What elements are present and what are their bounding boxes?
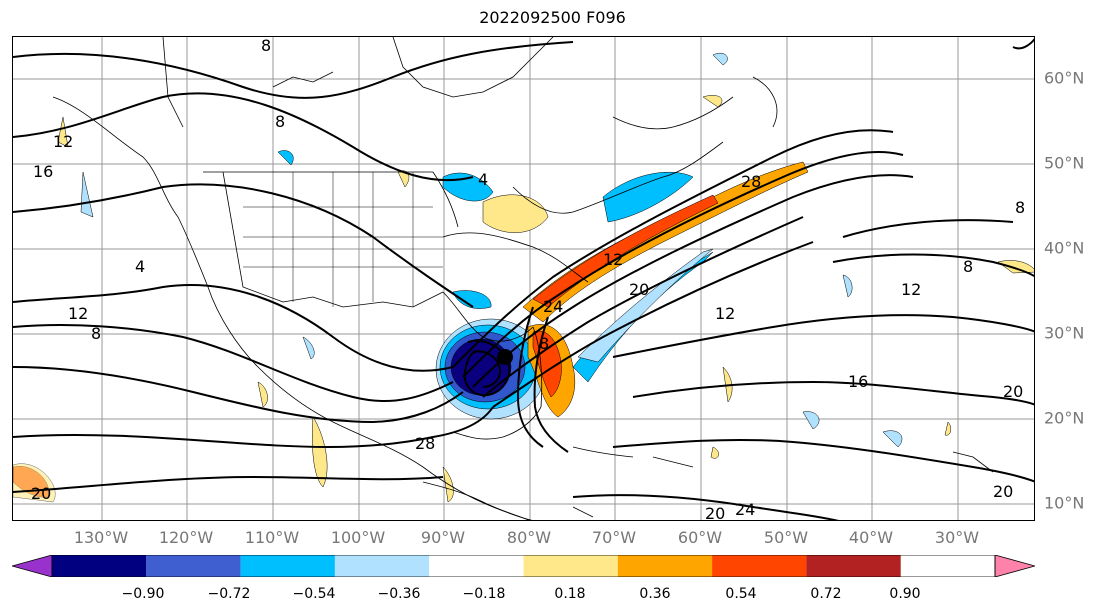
contour-label: 12 (901, 280, 921, 299)
contour-label: 20 (629, 280, 649, 299)
contour-label: 28 (741, 172, 761, 191)
contour-label: 12 (603, 250, 623, 269)
lat-label: 60°N (1044, 68, 1085, 88)
contour-label: 24 (735, 500, 755, 519)
contour-label: 4 (478, 170, 488, 189)
contour-label: 8 (963, 257, 973, 276)
contour-label: 12 (715, 304, 735, 323)
contour-label: 8 (275, 112, 285, 131)
lon-label: 90°W (420, 528, 466, 547)
anomaly-fills (13, 52, 1034, 503)
contour-label: 4 (135, 257, 145, 276)
map-svg: 8 8 16 12 4 12 8 4 24 12 20 28 12 8 12 1… (13, 37, 1034, 521)
hurricane-marker-icon (497, 349, 513, 365)
colorbar-tick-label: −0.36 (377, 586, 421, 602)
contour-label: 12 (68, 304, 88, 323)
lon-label: 40°W (848, 528, 894, 547)
contour-label: 16 (33, 162, 53, 181)
lon-label: 100°W (330, 528, 386, 547)
chart-title: 2022092500 F096 (479, 8, 626, 27)
colorbar-tick-label: 0.36 (639, 586, 671, 602)
colorbar-segment (806, 555, 901, 577)
lon-label: 60°W (677, 528, 723, 547)
contour-labels: 8 8 16 12 4 12 8 4 24 12 20 28 12 8 12 1… (31, 37, 1025, 521)
contours (13, 38, 1034, 520)
colorbar-tick-label: −0.72 (207, 586, 251, 602)
lon-label: 30°W (934, 528, 980, 547)
colorbar-segment (429, 555, 524, 577)
lon-label: 110°W (244, 528, 300, 547)
colorbar-segment (52, 555, 147, 577)
colorbar-segment (712, 555, 807, 577)
lon-label: 80°W (506, 528, 552, 547)
graticule (13, 37, 1034, 520)
lon-label: 120°W (158, 528, 214, 547)
colorbar-segment (617, 555, 713, 577)
contour-label: 20 (1003, 382, 1023, 401)
contour-label: 8 (539, 334, 549, 353)
contour-label: 20 (31, 484, 51, 503)
colorbar-segment (146, 555, 241, 577)
contour-label: 20 (993, 482, 1013, 501)
contour-label: 12 (53, 132, 73, 151)
contour-label: 16 (848, 372, 868, 391)
colorbar-min-extension (12, 555, 53, 577)
contour-label: 8 (1015, 198, 1025, 217)
lat-label: 40°N (1044, 238, 1085, 258)
colorbar-tick-label: 0.72 (810, 586, 842, 602)
lon-label: 70°W (591, 528, 637, 547)
colorbar-tick-label: −0.90 (121, 586, 165, 602)
contour-label: 24 (543, 297, 563, 316)
contour-label: 8 (261, 37, 271, 55)
lat-label: 50°N (1044, 153, 1085, 173)
contour-label: 20 (705, 504, 725, 521)
colorbar-tick-label: 0.54 (725, 586, 757, 602)
colorbar-segment (334, 555, 430, 577)
lon-label: 130°W (73, 528, 129, 547)
colorbar-tick-label: 0.90 (889, 586, 921, 602)
lat-label: 10°N (1044, 493, 1085, 513)
contour-label: 8 (91, 324, 101, 343)
contour-label: 28 (415, 434, 435, 453)
colorbar-segment (240, 555, 335, 577)
lat-label: 20°N (1044, 408, 1085, 428)
colorbar-tick-label: −0.18 (462, 586, 506, 602)
lat-label: 30°N (1044, 323, 1085, 343)
colorbar-tick-label: 0.18 (554, 586, 586, 602)
colorbar-tick-label: −0.54 (292, 586, 336, 602)
colorbar (12, 555, 1035, 577)
colorbar-segment (523, 555, 618, 577)
lon-label: 50°W (763, 528, 809, 547)
colorbar-max-extension (994, 555, 1035, 577)
map-panel: 8 8 16 12 4 12 8 4 24 12 20 28 12 8 12 1… (12, 36, 1035, 521)
